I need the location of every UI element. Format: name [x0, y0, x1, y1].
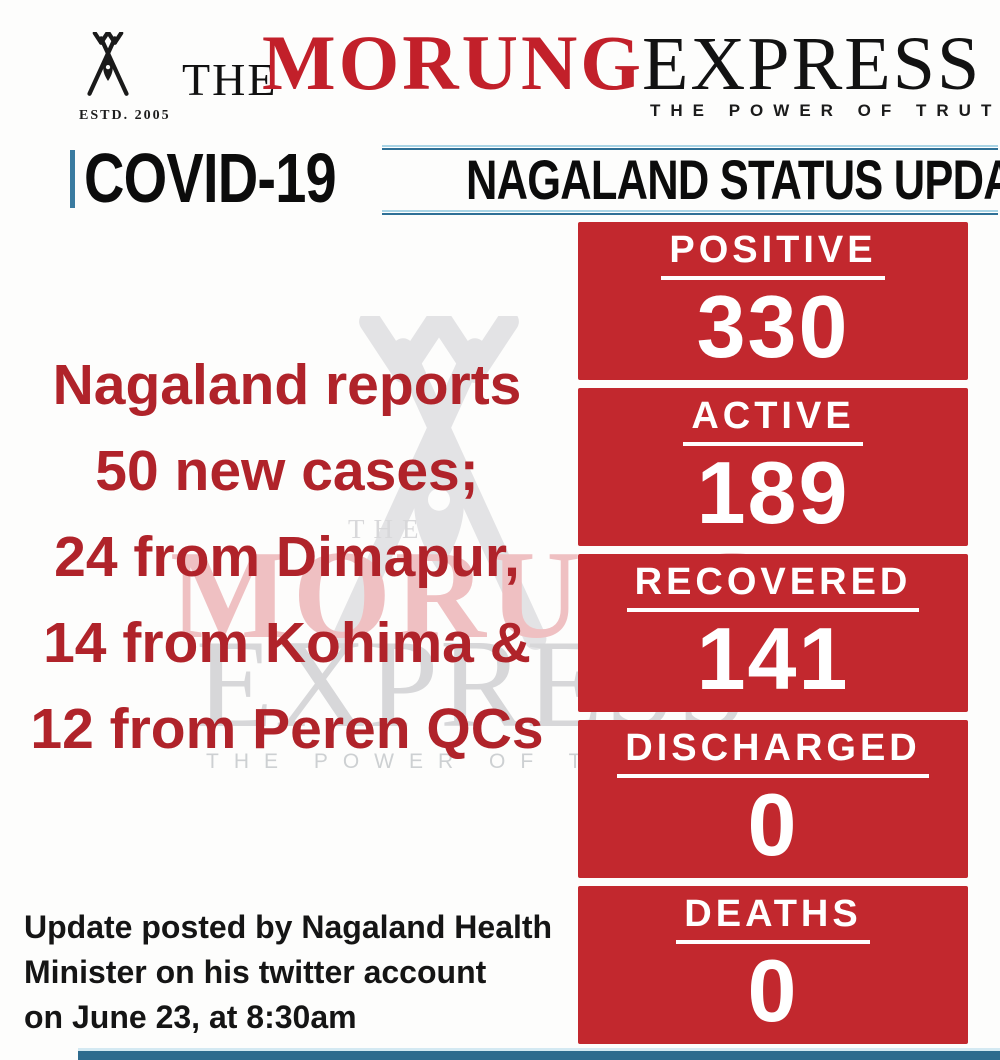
masthead-tagline: THE POWER OF TRUTH	[650, 101, 1000, 120]
title-bar: COVID-19 NAGALAND STATUS UPDATE	[0, 142, 1000, 222]
stat-box-recovered: RECOVERED 141	[578, 554, 968, 712]
watermark-tagline: THE POWER OF TR	[206, 750, 627, 773]
covid-title: COVID-19	[84, 139, 337, 217]
headline-block: Nagaland reports 50 new cases; 24 from D…	[0, 342, 574, 772]
estd-text: ESTD. 2005	[79, 108, 171, 123]
stats-column: POSITIVE 330 ACTIVE 189 RECOVERED 141 DI…	[578, 222, 968, 1052]
subtitle-band: NAGALAND STATUS UPDATE	[382, 145, 1000, 215]
masthead-express: EXPRESS	[642, 22, 982, 106]
masthead: ESTD. 2005 THE MORUNG EXPRESS THE POWER …	[0, 0, 1000, 140]
subtitle-title: NAGALAND STATUS UPDATE	[391, 150, 1000, 210]
stat-value: 0	[747, 940, 799, 1040]
stat-label: DISCHARGED	[617, 728, 929, 778]
bottom-divider-bar	[78, 1048, 1000, 1060]
stat-label: POSITIVE	[661, 230, 885, 280]
stat-label: DEATHS	[676, 894, 870, 944]
stat-value: 330	[696, 276, 850, 376]
stat-label: RECOVERED	[626, 562, 920, 612]
headline-line: 50 new cases;	[95, 439, 479, 503]
stat-box-positive: POSITIVE 330	[578, 222, 968, 380]
morung-logo-icon	[87, 32, 129, 96]
watermark-the: THE	[348, 514, 428, 544]
stat-box-deaths: DEATHS 0	[578, 886, 968, 1044]
stat-label: ACTIVE	[683, 396, 863, 446]
headline-line: 14 from Kohima &	[43, 611, 531, 675]
masthead-morung: MORUNG	[262, 19, 644, 106]
headline-line: 12 from Peren QCs	[30, 697, 544, 761]
subtitle-top-rule	[382, 145, 998, 150]
footer-note-line: Minister on his twitter account	[24, 954, 487, 990]
footer-note: Update posted by Nagaland Health Ministe…	[24, 905, 584, 1040]
footer-note-line: on June 23, at 8:30am	[24, 999, 357, 1035]
headline-line: Nagaland reports	[52, 353, 522, 417]
subtitle-bottom-rule	[382, 210, 998, 215]
morung-logo-watermark-icon	[331, 316, 547, 650]
stat-value: 141	[696, 608, 850, 708]
stat-value: 189	[696, 442, 850, 542]
stat-box-active: ACTIVE 189	[578, 388, 968, 546]
masthead-the: THE	[182, 54, 278, 105]
subtitle-title-text: NAGALAND STATUS UPDATE	[466, 148, 1000, 211]
headline-line: 24 from Dimapur,	[54, 525, 520, 589]
covid-accent-bar	[70, 150, 75, 208]
stat-box-discharged: DISCHARGED 0	[578, 720, 968, 878]
footer-note-line: Update posted by Nagaland Health	[24, 909, 553, 945]
stat-value: 0	[747, 774, 799, 874]
